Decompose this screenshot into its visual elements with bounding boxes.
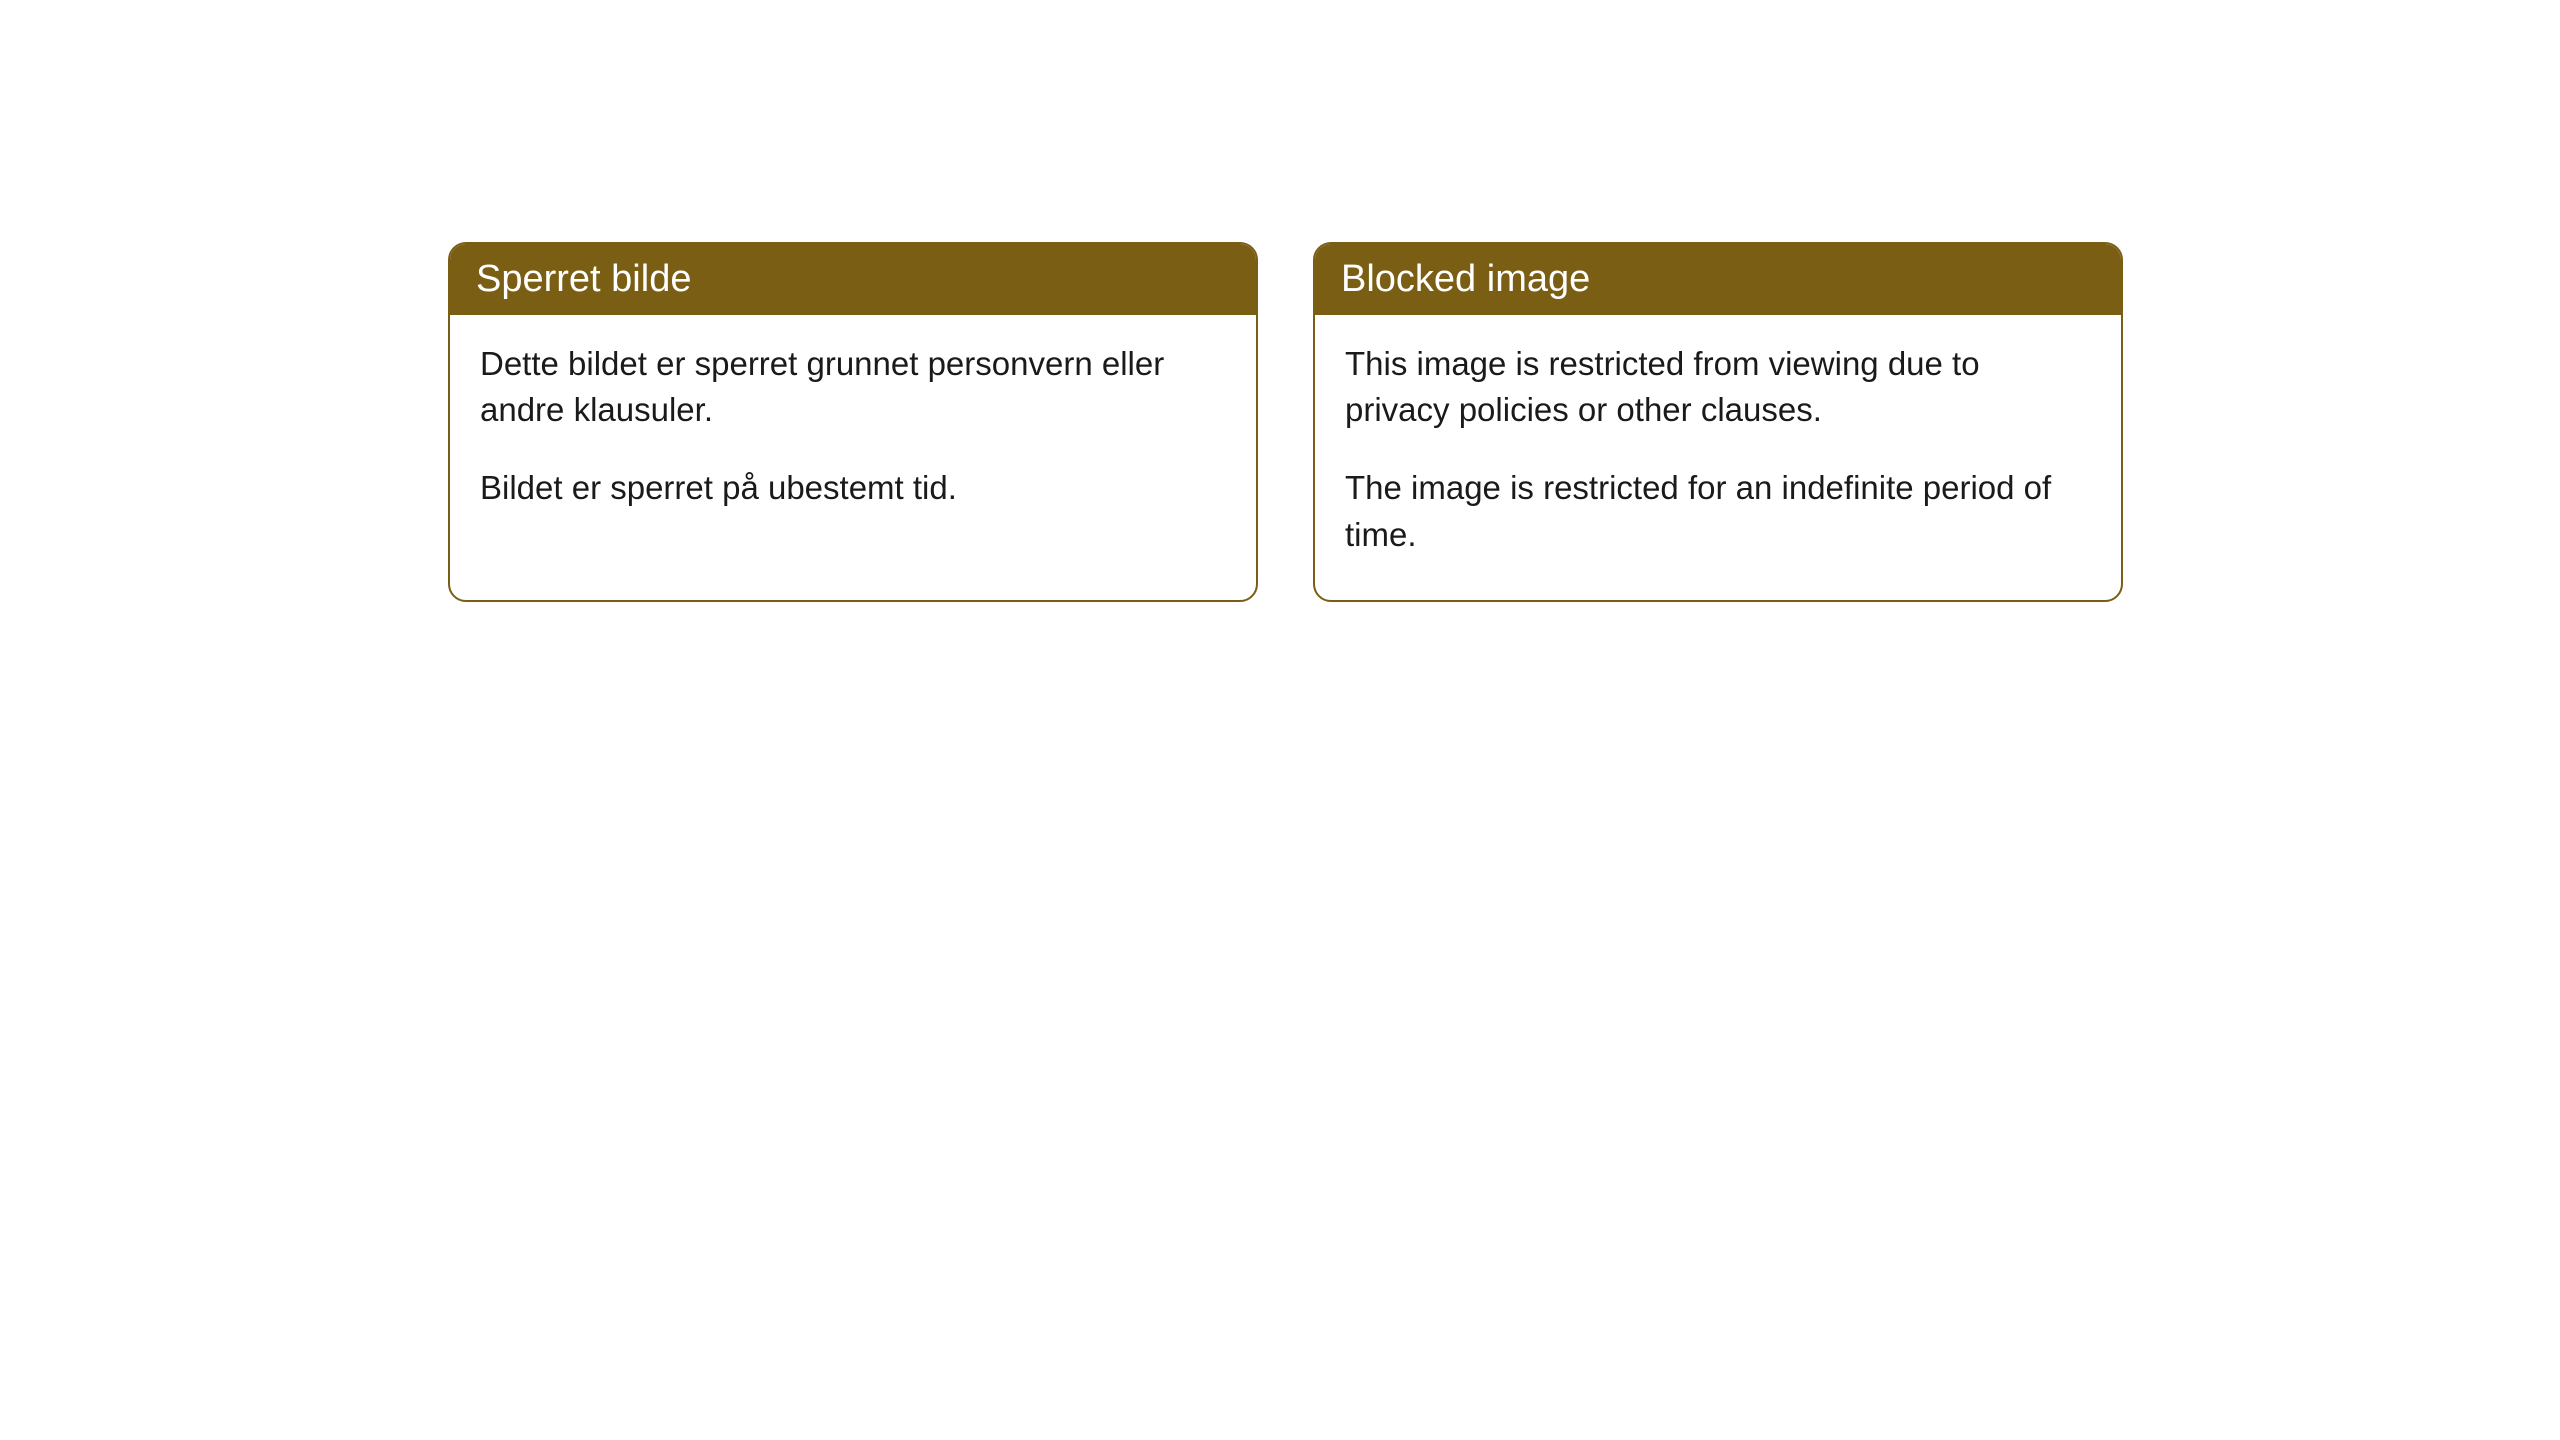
notice-text-english-1: This image is restricted from viewing du… [1345, 341, 2091, 433]
card-body-norwegian: Dette bildet er sperret grunnet personve… [450, 315, 1256, 554]
notice-card-norwegian: Sperret bilde Dette bildet er sperret gr… [448, 242, 1258, 602]
notice-text-norwegian-1: Dette bildet er sperret grunnet personve… [480, 341, 1226, 433]
notice-text-english-2: The image is restricted for an indefinit… [1345, 465, 2091, 557]
card-header-norwegian: Sperret bilde [450, 244, 1256, 315]
notice-card-english: Blocked image This image is restricted f… [1313, 242, 2123, 602]
card-header-english: Blocked image [1315, 244, 2121, 315]
notice-container: Sperret bilde Dette bildet er sperret gr… [0, 0, 2560, 602]
card-body-english: This image is restricted from viewing du… [1315, 315, 2121, 600]
notice-text-norwegian-2: Bildet er sperret på ubestemt tid. [480, 465, 1226, 511]
